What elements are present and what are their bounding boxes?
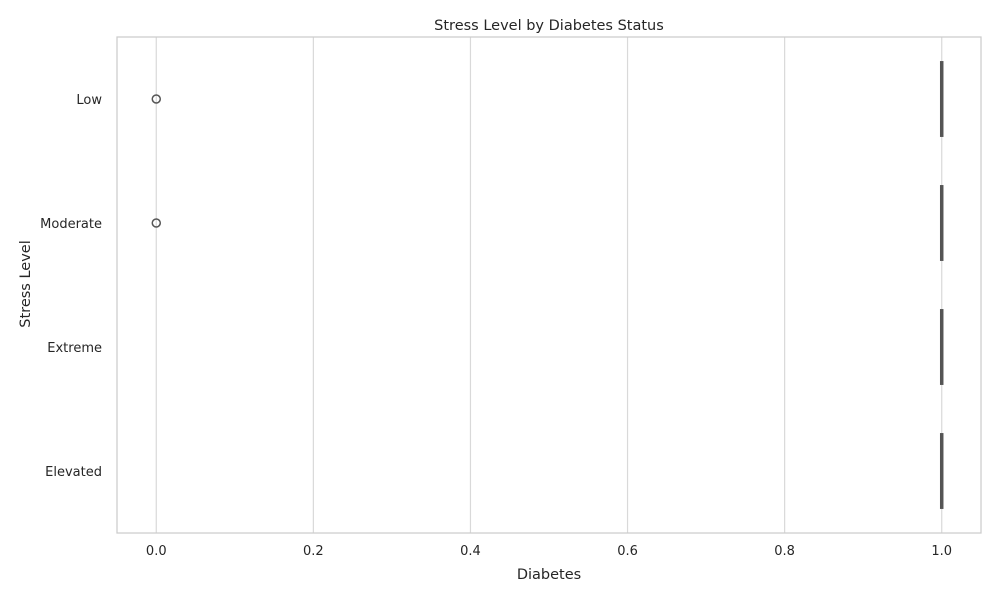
plot-frame [116,36,982,534]
y-tick-label: Moderate [40,217,102,232]
x-tick-label: 0.2 [303,544,324,559]
x-tick-label: 0.6 [617,544,638,559]
box-layer [151,61,944,509]
x-tick-labels: 0.0 0.2 0.4 0.6 0.8 1.0 [146,544,952,559]
box-group [939,433,944,509]
outlier-point [151,94,162,104]
x-tick-label: 0.4 [460,544,481,559]
y-tick-labels: Low Moderate Extreme Elevated [40,93,102,480]
x-tick-label: 1.0 [931,544,952,559]
y-tick-label: Low [76,93,102,108]
y-tick-label: Elevated [45,465,102,480]
outlier-point [151,218,162,228]
x-tick-label: 0.0 [146,544,167,559]
box-group [939,309,944,385]
x-tick-label: 0.8 [774,544,795,559]
box-group [151,61,944,137]
y-axis-label: Stress Level [18,240,34,327]
y-tick-label: Extreme [47,341,102,356]
x-axis-label: Diabetes [517,567,581,583]
box-group [151,185,944,261]
chart-title: Stress Level by Diabetes Status [434,18,664,34]
